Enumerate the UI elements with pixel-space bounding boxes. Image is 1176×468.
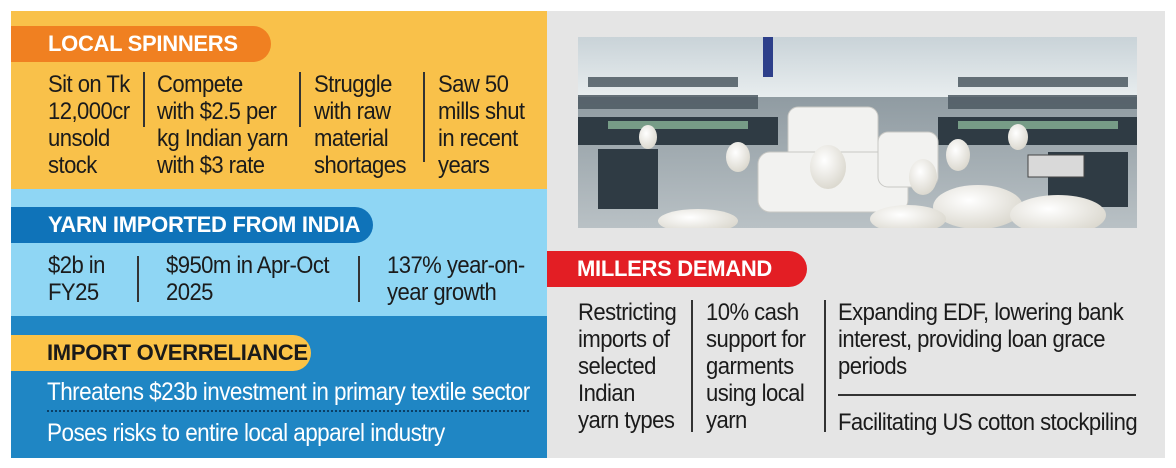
- local-spinners-title: LOCAL SPINNERS: [11, 26, 271, 62]
- yarn-item-1: $2b in FY25: [48, 252, 105, 306]
- spinners-item-3: Struggle with raw material shortages: [314, 71, 407, 179]
- text-line: Sit on Tk: [48, 71, 130, 98]
- horizontal-divider: [838, 394, 1136, 396]
- text-line: 12,000cr: [48, 98, 130, 125]
- millers-demand-title: MILLERS DEMAND: [547, 251, 807, 287]
- text-line: $2b in: [48, 252, 105, 279]
- millers-item-3: Expanding EDF, lowering bank interest, p…: [838, 299, 1124, 380]
- text-line: material: [314, 125, 389, 152]
- text-line: Restricting: [578, 299, 677, 326]
- divider: [143, 72, 145, 127]
- text-line: mills shut: [438, 98, 525, 125]
- text-line: Indian: [578, 380, 635, 407]
- text-line: Struggle: [314, 71, 392, 98]
- import-overreliance-title: IMPORT OVERRELIANCE: [11, 335, 311, 371]
- text-line: stock: [48, 152, 97, 179]
- text-line: Compete: [157, 71, 243, 98]
- spinning-mill-illustration: [578, 37, 1137, 228]
- text-line: $950m in Apr-Oct: [166, 252, 330, 279]
- text-line: with $2.5 per: [157, 98, 277, 125]
- text-line: interest, providing loan grace: [838, 326, 1106, 353]
- text-line: 10% cash: [706, 299, 799, 326]
- yarn-imported-title: YARN IMPORTED FROM INDIA: [11, 207, 373, 243]
- divider: [299, 72, 301, 127]
- divider: [824, 300, 826, 432]
- divider: [137, 256, 139, 302]
- text-line: support for: [706, 326, 806, 353]
- millers-item-1: Restricting imports of selected Indian y…: [578, 299, 677, 434]
- spinners-item-4: Saw 50 mills shut in recent years: [438, 71, 525, 179]
- text-line: with $3 rate: [157, 152, 265, 179]
- text-line: imports of: [578, 326, 670, 353]
- text-line: periods: [838, 353, 907, 380]
- dotted-divider: [47, 410, 529, 412]
- yarn-item-3: 137% year-on- year growth: [387, 252, 525, 306]
- text-line: years: [438, 152, 490, 179]
- text-line: 2025: [166, 279, 213, 306]
- text-line: Saw 50: [438, 71, 509, 98]
- millers-item-4: Facilitating US cotton stockpiling: [838, 409, 1138, 436]
- text-line: shortages: [314, 152, 407, 179]
- text-line: kg Indian yarn: [157, 125, 289, 152]
- text-line: selected: [578, 353, 656, 380]
- divider: [691, 300, 693, 432]
- text-line: unsold: [48, 125, 110, 152]
- text-line: with raw: [314, 98, 391, 125]
- text-line: FY25: [48, 279, 99, 306]
- millers-item-2: 10% cash support for garments using loca…: [706, 299, 806, 434]
- divider: [423, 72, 425, 162]
- divider: [358, 256, 360, 302]
- text-line: yarn: [706, 407, 747, 434]
- text-line: Expanding EDF, lowering bank: [838, 299, 1124, 326]
- overreliance-item-1: Threatens $23b investment in primary tex…: [47, 378, 530, 406]
- text-line: Facilitating US cotton stockpiling: [838, 409, 1138, 436]
- text-line: 137% year-on-: [387, 252, 525, 279]
- text-line: in recent: [438, 125, 518, 152]
- text-line: garments: [706, 353, 794, 380]
- text-line: yarn types: [578, 407, 675, 434]
- text-line: year growth: [387, 279, 497, 306]
- overreliance-item-2: Poses risks to entire local apparel indu…: [47, 419, 445, 447]
- spinners-item-1: Sit on Tk 12,000cr unsold stock: [48, 71, 130, 179]
- spinners-item-2: Compete with $2.5 per kg Indian yarn wit…: [157, 71, 289, 179]
- yarn-item-2: $950m in Apr-Oct 2025: [166, 252, 330, 306]
- text-line: using local: [706, 380, 805, 407]
- spinning-mill-photo: [578, 37, 1137, 228]
